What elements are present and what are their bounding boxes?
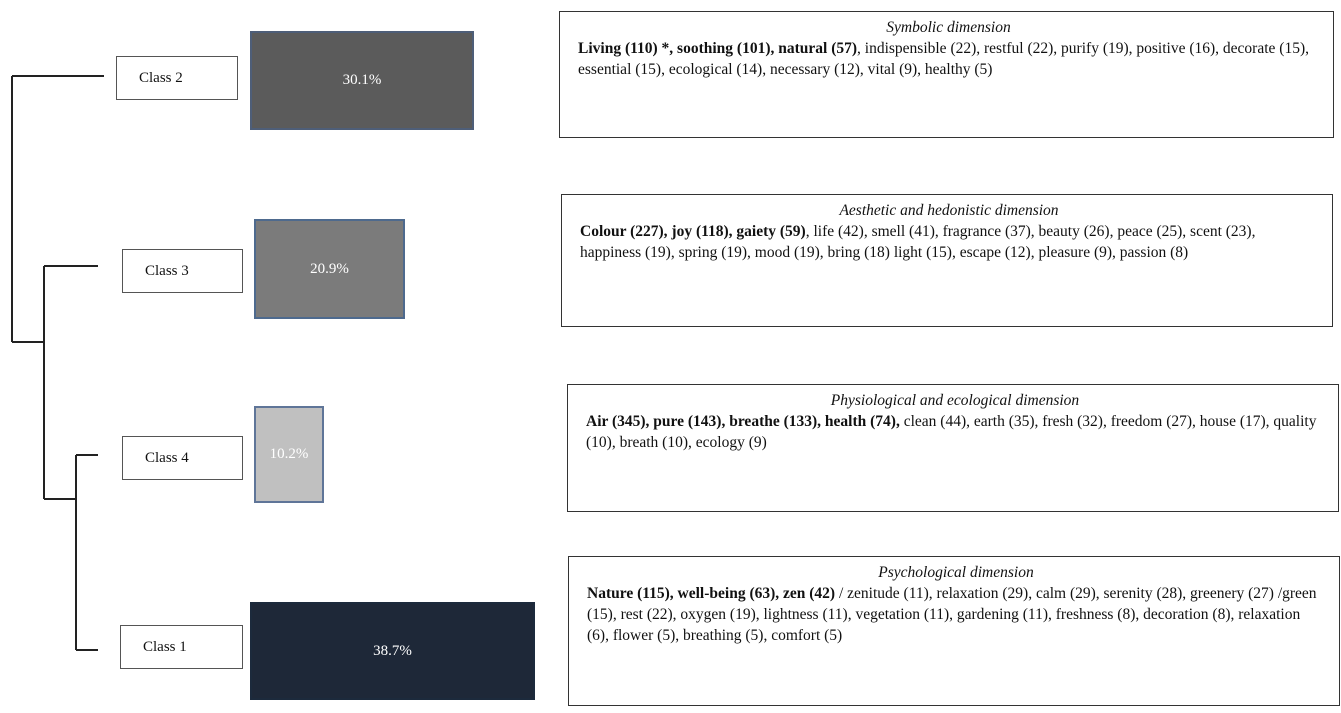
dimension-main-terms: Nature (115), well-being (63), zen (42) [587,585,836,602]
class-percent-1: 38.7% [373,642,412,659]
dimension-title: Aesthetic and hedonistic dimension [839,202,1059,219]
class-label-2: Class 2 [116,56,238,100]
dimension-box-symbolic: Symbolic dimension Living (110) *, sooth… [559,11,1334,138]
dimension-box-physiological: Physiological and ecological dimension A… [567,384,1339,512]
dimension-terms: Nature (115), well-being (63), zen (42) … [587,583,1325,646]
dimension-main-terms: Living (110) *, soothing (101), natural … [578,40,858,57]
dimension-other-terms: , indispensible (22), restful (22), puri… [578,40,1309,78]
dimension-title: Symbolic dimension [886,19,1011,36]
class-percent-4: 10.2% [269,446,309,462]
class-percent-3: 20.9% [310,260,349,277]
dimension-other-terms: clean (44), earth (35), fresh (32), free… [586,413,1317,451]
dimension-title: Physiological and ecological dimension [830,392,1080,409]
class-bar-1: 38.7% [250,602,535,700]
class-label-1: Class 1 [120,625,243,669]
dimension-main-terms: Colour (227), joy (118), gaiety (59) [580,223,806,240]
dimension-box-psychological: Psychological dimension Nature (115), we… [568,556,1340,706]
class-label-4: Class 4 [122,436,243,480]
dimension-main-terms: Air (345), pure (143), breathe (133), he… [586,413,900,430]
dimension-terms: Living (110) *, soothing (101), natural … [578,38,1319,80]
class-bar-4: 10.2% [254,406,324,503]
dimension-box-aesthetic: Aesthetic and hedonistic dimension Colou… [561,194,1333,327]
dimension-terms: Colour (227), joy (118), gaiety (59), li… [580,221,1318,263]
dimension-other-terms: / zenitude (11), relaxation (29), calm (… [587,585,1317,644]
dimension-other-terms: , life (42), smell (41), fragrance (37),… [580,223,1256,261]
dimension-title: Psychological dimension [878,564,1034,581]
class-percent-2: 30.1% [342,72,382,88]
dimension-terms: Air (345), pure (143), breathe (133), he… [586,411,1324,453]
class-label-3: Class 3 [122,249,243,293]
class-bar-3: 20.9% [254,219,405,319]
class-bar-2: 30.1% [250,31,474,130]
